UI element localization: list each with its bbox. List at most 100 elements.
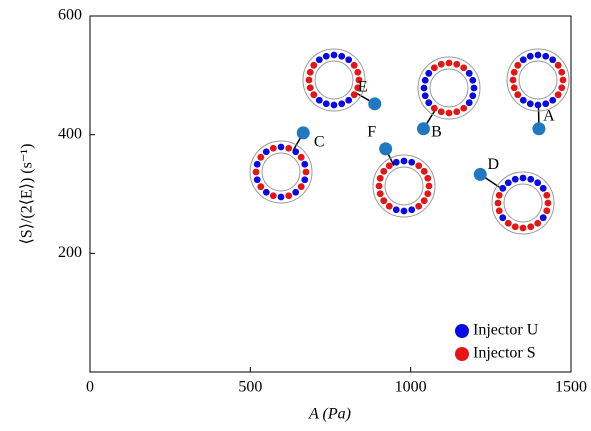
injector-dot xyxy=(542,52,550,60)
injector-dot xyxy=(425,182,433,190)
ring-inner xyxy=(261,152,301,192)
injector-dot xyxy=(527,175,535,183)
injector-dot xyxy=(453,108,461,116)
injector-dot xyxy=(420,84,428,92)
injector-dot xyxy=(424,190,432,198)
injector-dot xyxy=(511,223,519,231)
ring-outline xyxy=(417,56,481,120)
injector-dot xyxy=(514,61,522,69)
injector-dot xyxy=(400,157,408,165)
injector-dot xyxy=(354,84,362,92)
ring-outline xyxy=(491,171,555,235)
injector-dot xyxy=(292,188,300,196)
injector-dot xyxy=(519,56,527,64)
point-label: B xyxy=(431,123,442,140)
ring-outline xyxy=(302,48,366,112)
injector-dot xyxy=(543,207,551,215)
injector-dot xyxy=(519,174,527,182)
injector-dot xyxy=(543,191,551,199)
injector-dot xyxy=(415,202,423,210)
injector-dot xyxy=(445,59,453,67)
injector-dot xyxy=(499,214,507,222)
injector-dot xyxy=(424,174,432,182)
injector-dot xyxy=(494,199,502,207)
x-tick-label: 1500 xyxy=(555,379,587,396)
injector-dot xyxy=(269,144,277,152)
injector-dot xyxy=(392,206,400,214)
injector-dot xyxy=(554,61,562,69)
injector-dot xyxy=(437,108,445,116)
injector-dot xyxy=(453,60,461,68)
injector-dot xyxy=(380,197,388,205)
injector-dot xyxy=(376,174,384,182)
injector-dot xyxy=(330,101,338,109)
injector-dot xyxy=(526,52,534,60)
injector-dot xyxy=(253,176,261,184)
plot-frame xyxy=(89,15,572,373)
legend-marker xyxy=(455,324,469,338)
injector-dot xyxy=(375,182,383,190)
x-tick-label: 0 xyxy=(86,379,94,396)
injector-dot xyxy=(306,68,314,76)
injector-dot xyxy=(257,183,265,191)
injector-dot xyxy=(542,100,550,108)
point xyxy=(416,122,430,136)
y-tick-label: 400 xyxy=(58,125,82,142)
injector-dot xyxy=(415,162,423,170)
y-tick-label: 200 xyxy=(58,244,82,261)
point xyxy=(296,126,310,140)
injector-dot xyxy=(302,168,310,176)
ring-outline xyxy=(506,48,570,112)
injector-dot xyxy=(534,51,542,59)
injector-dot xyxy=(465,99,473,107)
injector-dot xyxy=(534,179,542,187)
injector-dot xyxy=(558,68,566,76)
injector-dot xyxy=(544,199,552,207)
point-label: F xyxy=(367,124,376,141)
injector-dot xyxy=(338,100,346,108)
x-tick-label: 500 xyxy=(238,379,262,396)
point xyxy=(379,142,393,156)
injector-dot xyxy=(504,219,512,227)
injector-dot xyxy=(437,60,445,68)
injector-dot xyxy=(322,100,330,108)
injector-dot xyxy=(495,191,503,199)
injector-dot xyxy=(408,158,416,166)
injector-dot xyxy=(460,64,468,72)
injector-dot xyxy=(445,109,453,117)
ring-outline xyxy=(372,154,436,218)
injector-dot xyxy=(350,61,358,69)
injector-dot xyxy=(330,51,338,59)
injector-dot xyxy=(345,56,353,64)
injector-dot xyxy=(385,202,393,210)
injector-dot xyxy=(257,153,265,161)
injector-dot xyxy=(392,158,400,166)
ring-outline xyxy=(249,140,313,204)
injector-dot xyxy=(465,69,473,77)
point-label: A xyxy=(543,107,555,124)
injector-dot xyxy=(549,56,557,64)
injector-dot xyxy=(420,197,428,205)
y-axis-label: ⟨S⟩/(2⟨E⟩) (s⁻¹) xyxy=(19,144,36,245)
legend-label: Injector S xyxy=(473,345,536,362)
legend-marker xyxy=(455,347,469,361)
injector-dot xyxy=(310,61,318,69)
point-label: E xyxy=(358,78,368,95)
injector-dot xyxy=(277,143,285,151)
injector-dot xyxy=(262,188,270,196)
injector-dot xyxy=(510,84,518,92)
injector-dot xyxy=(285,192,293,200)
ring-inner xyxy=(384,166,424,206)
injector-dot xyxy=(355,76,363,84)
injector-dot xyxy=(421,76,429,84)
ring-inner xyxy=(429,68,469,108)
injector-dot xyxy=(534,219,542,227)
injector-dot xyxy=(526,100,534,108)
ring-inner xyxy=(503,183,543,223)
injector-dot xyxy=(514,91,522,99)
injector-dot xyxy=(460,104,468,112)
injector-dot xyxy=(549,96,557,104)
injector-dot xyxy=(469,76,477,84)
